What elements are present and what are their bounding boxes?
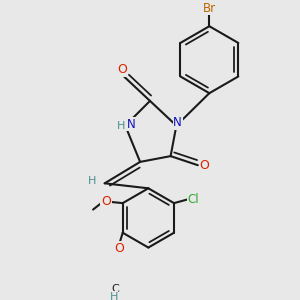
Text: H: H: [88, 176, 97, 186]
Text: C: C: [111, 284, 119, 294]
Text: H: H: [110, 292, 118, 300]
Text: O: O: [114, 242, 124, 255]
Text: N: N: [173, 116, 182, 129]
Text: Br: Br: [203, 2, 216, 15]
Text: Cl: Cl: [188, 193, 199, 206]
Text: N: N: [127, 118, 135, 131]
Text: O: O: [117, 63, 127, 76]
Text: H: H: [117, 121, 126, 130]
Text: O: O: [101, 195, 111, 208]
Text: O: O: [199, 159, 209, 172]
